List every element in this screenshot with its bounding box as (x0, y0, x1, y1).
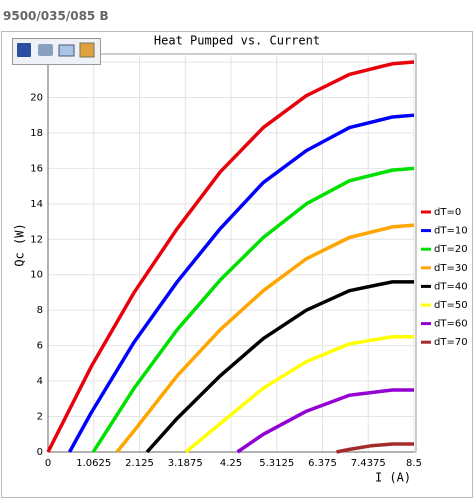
legend-label: dT=70 (434, 337, 468, 348)
legend-label: dT=20 (434, 244, 468, 255)
legend-label: dT=50 (434, 300, 468, 311)
series-line (46, 60, 415, 453)
y-axis-label: Qc (W) (13, 223, 27, 266)
y-tick-label: 16 (30, 163, 43, 174)
x-tick-label: 7.4375 (351, 458, 386, 469)
y-tick-label: 8 (37, 305, 43, 316)
y-tick-label: 4 (37, 376, 43, 387)
x-tick-label: 2.125 (125, 458, 154, 469)
print-icon[interactable] (38, 44, 53, 56)
page-header: 9500/035/085 B (3, 9, 109, 23)
y-tick-label: 12 (30, 234, 43, 245)
email-icon[interactable] (58, 44, 75, 57)
x-tick-label: 8.5 (406, 458, 422, 469)
series-line (115, 223, 415, 454)
y-tick-label: 10 (30, 270, 43, 281)
x-tick-label: 5.3125 (259, 458, 294, 469)
toolbar (12, 38, 101, 65)
x-tick-label: 0 (45, 458, 51, 469)
y-tick-label: 2 (37, 412, 43, 423)
series-line (236, 388, 414, 454)
save-icon[interactable] (17, 43, 31, 57)
x-tick-label: 1.0625 (76, 458, 111, 469)
legend-label: dT=30 (434, 263, 468, 274)
y-tick-label: 18 (30, 128, 43, 139)
legend-label: dT=40 (434, 281, 468, 292)
series-line (67, 113, 415, 453)
legend-label: dT=10 (434, 226, 468, 237)
series-line (145, 280, 414, 454)
x-axis-label: I (A) (375, 471, 411, 485)
x-tick-label: 4.25 (220, 458, 242, 469)
series-line (91, 166, 415, 453)
series-line (336, 442, 414, 454)
x-tick-label: 6.375 (308, 458, 337, 469)
y-tick-label: 0 (37, 447, 43, 458)
series-line (184, 335, 414, 454)
legend-label: dT=60 (434, 319, 468, 330)
chart-title: Heat Pumped vs. Current (154, 34, 320, 48)
copy-icon[interactable] (79, 42, 95, 58)
y-tick-label: 14 (30, 199, 43, 210)
plot: 024681012141618202201.06252.1253.18754.2… (30, 53, 468, 469)
y-tick-label: 20 (30, 92, 43, 103)
y-tick-label: 6 (37, 341, 43, 352)
legend-label: dT=0 (434, 207, 461, 218)
x-tick-label: 3.1875 (168, 458, 203, 469)
